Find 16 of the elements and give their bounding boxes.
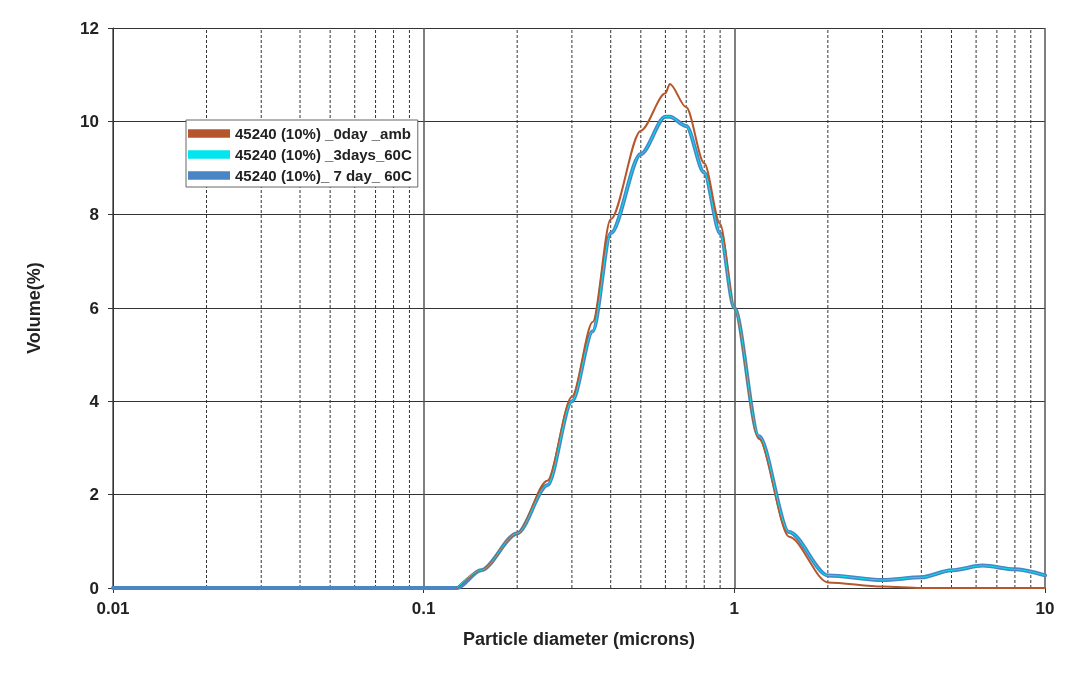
legend-label: 45240 (10%) _0day _amb xyxy=(235,125,411,142)
y-tick-label: 6 xyxy=(89,298,99,318)
y-tick-label: 12 xyxy=(80,18,99,38)
y-tick-label: 2 xyxy=(89,485,99,505)
y-tick-label: 4 xyxy=(89,391,100,411)
y-tick-label: 8 xyxy=(89,205,99,225)
legend-label: 45240 (10%)_ 7 day_ 60C xyxy=(235,167,412,184)
x-axis-title: Particle diameter (microns) xyxy=(462,629,696,649)
x-tick-label: 0.01 xyxy=(96,599,130,618)
x-tick-label: 10 xyxy=(1035,599,1055,618)
y-tick-label: 0 xyxy=(89,578,99,598)
y-axis-title: Volume(%) xyxy=(24,262,44,354)
legend-label: 45240 (10%) _3days_60C xyxy=(235,146,412,163)
y-tick-label: 10 xyxy=(80,111,99,131)
x-tick-label: 0.1 xyxy=(411,599,436,618)
x-tick-label: 1 xyxy=(729,599,740,618)
